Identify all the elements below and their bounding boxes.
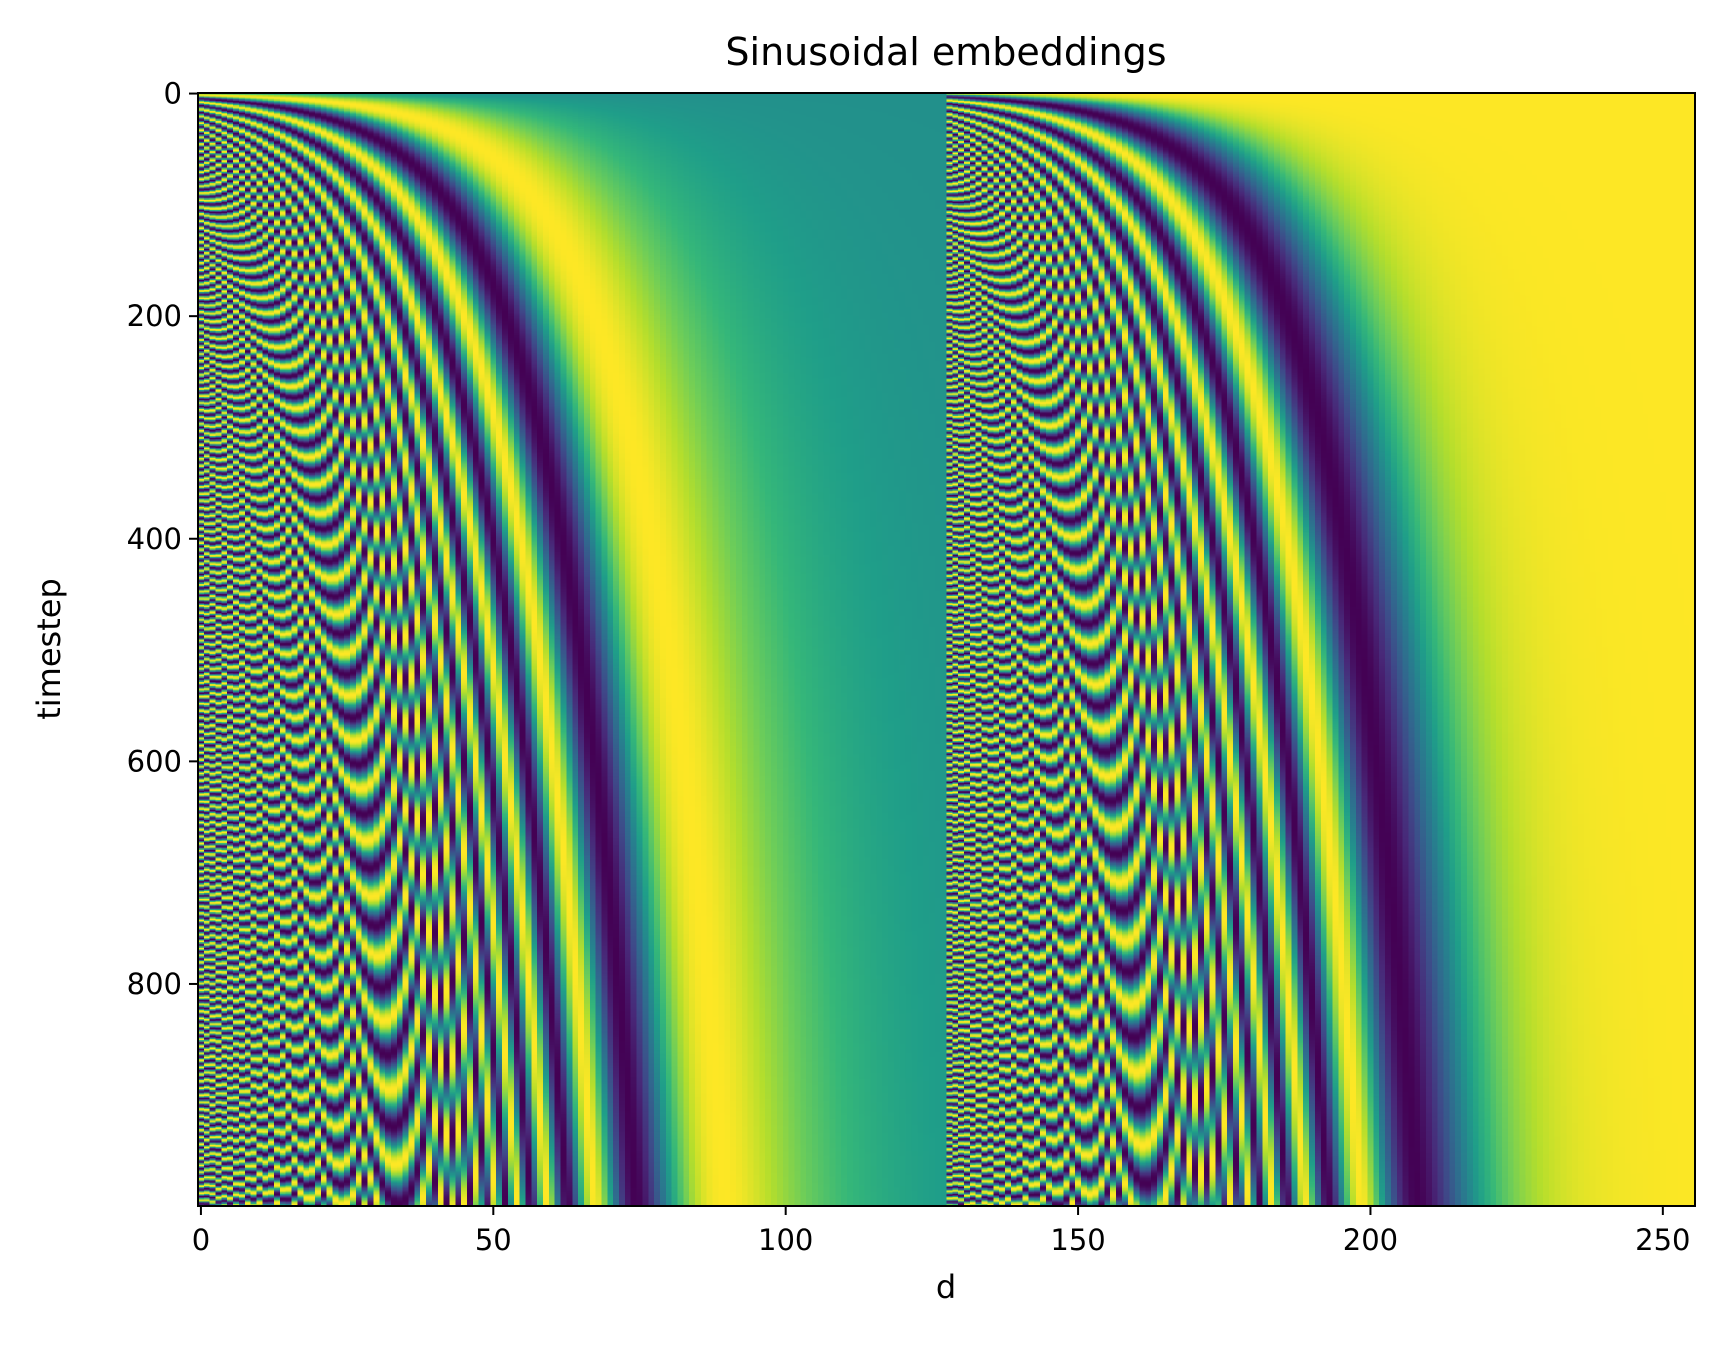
x-tick-label: 50 [475, 1223, 512, 1257]
chart-title: Sinusoidal embeddings [725, 30, 1166, 74]
x-tick-label: 250 [1635, 1223, 1690, 1257]
x-tick-label: 0 [192, 1223, 210, 1257]
heatmap-image [198, 93, 1695, 1206]
y-tick-label: 200 [127, 299, 182, 333]
y-axis-ticks: 0 200 400 600 800 [127, 77, 198, 1001]
y-axis-label: timestep [30, 578, 68, 720]
x-axis-ticks: 0 50 100 150 200 250 [192, 1206, 1691, 1257]
x-tick-label: 100 [758, 1223, 813, 1257]
x-tick-label: 150 [1050, 1223, 1105, 1257]
y-tick-label: 0 [164, 77, 182, 111]
x-axis-label: d [936, 1268, 956, 1306]
y-tick-label: 600 [127, 744, 182, 778]
x-tick-label: 200 [1343, 1223, 1398, 1257]
y-tick-label: 800 [127, 967, 182, 1001]
y-tick-label: 400 [127, 522, 182, 556]
plot-frame [197, 92, 1696, 1207]
